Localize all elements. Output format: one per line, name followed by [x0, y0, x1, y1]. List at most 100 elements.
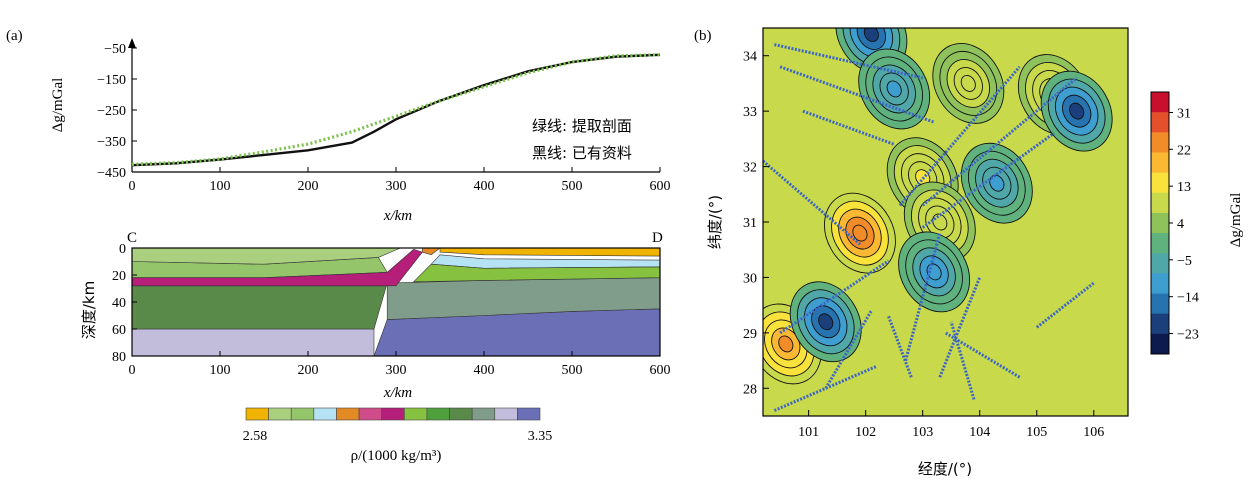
profile-y-tick-label: −250: [97, 104, 126, 119]
gravity-color-swatch: [1151, 273, 1169, 295]
anomaly-contour: [932, 213, 948, 231]
density-color-swatch: [404, 407, 428, 421]
map-x-tick-label: 103: [912, 425, 933, 440]
gravity-colorbar-tick-label: 13: [1177, 180, 1191, 195]
anomaly-contour: [960, 74, 976, 92]
map-y-tick-label: 34: [743, 50, 757, 65]
density-color-swatch: [426, 407, 450, 421]
fault-line: [944, 331, 1021, 379]
anomaly-contour: [778, 335, 794, 353]
section-y-tick-label: 60: [112, 323, 126, 338]
profile-x-tick-label: 600: [650, 179, 671, 194]
density-color-swatch: [517, 407, 541, 421]
profile-x-label: x/km: [383, 208, 412, 224]
density-layer: [430, 254, 661, 269]
section-y-tick-label: 40: [112, 296, 126, 311]
gravity-color-swatch: [1151, 212, 1169, 234]
profile-y-arrow: [128, 38, 136, 48]
anomaly-contour: [852, 224, 868, 242]
density-colorbar-label: ρ/(1000 kg/m³): [351, 448, 442, 464]
section-x-tick-label: 0: [129, 363, 136, 378]
density-color-swatch: [268, 407, 292, 421]
density-min-label: 2.58: [243, 429, 268, 444]
profile-x-tick-label: 200: [298, 179, 319, 194]
gravity-color-swatch: [1151, 233, 1169, 254]
profile-x-tick-label: 500: [562, 179, 583, 194]
legend-entry-black: 黑线: 已有资料: [532, 144, 632, 162]
density-color-swatch: [449, 407, 473, 421]
map-y-tick-label: 29: [743, 327, 757, 342]
gravity-colorbar-label: Δg/mGal: [1228, 193, 1244, 248]
density-layers: [131, 247, 661, 357]
map-x-tick-label: 105: [1026, 425, 1047, 440]
section-x-tick-label: 200: [298, 363, 319, 378]
gravity-colorbar-tick-label: 4: [1177, 217, 1184, 232]
density-color-swatch: [494, 407, 518, 421]
map-y-label: 纬度/(°): [706, 195, 724, 249]
density-color-swatch: [336, 407, 360, 421]
anomaly-contour: [818, 313, 834, 331]
profile-x-tick-label: 300: [386, 179, 407, 194]
fault-line: [779, 65, 935, 124]
gravity-colorbar-tick-label: −5: [1177, 254, 1192, 269]
section-y-label: 深度/km: [80, 281, 98, 339]
profile-y-tick-label: −150: [97, 73, 126, 88]
map-axes: 101 102 103 104 105 106 28 29 30 31 32 33 34: [743, 50, 1104, 440]
density-max-label: 3.35: [528, 429, 553, 444]
gravity-colorbar-tick-label: 22: [1177, 143, 1191, 158]
section-x-label: x/km: [383, 385, 412, 401]
density-color-swatch: [313, 407, 337, 421]
profile-y-label: Δg/mGal: [50, 78, 66, 133]
profile-y-tick-label: −350: [97, 135, 126, 150]
fault-line: [773, 364, 878, 412]
profile-x-tick-label: 100: [210, 179, 231, 194]
map-y-tick-label: 30: [743, 271, 757, 286]
map-x-tick-label: 102: [855, 425, 876, 440]
fault-line: [921, 76, 1078, 207]
section-x-tick-label: 500: [562, 363, 583, 378]
density-layer: [131, 248, 423, 287]
density-layer: [131, 328, 375, 357]
map-y-tick-label: 31: [743, 216, 757, 231]
gravity-color-swatch: [1151, 132, 1169, 153]
gravity-colorbar-tick-label: 31: [1177, 106, 1191, 121]
anomaly-contour: [1069, 102, 1085, 120]
profile-start-label: C: [127, 230, 137, 246]
section-x-tick-label: 300: [386, 363, 407, 378]
anomaly-contour: [863, 28, 879, 42]
gravity-colorbar-tick-label: −23: [1177, 328, 1199, 343]
section-y-tick-label: 20: [112, 269, 126, 284]
panel-a-label: (a): [6, 28, 23, 44]
density-colorbar: [245, 407, 541, 421]
fault-line: [904, 232, 942, 361]
density-layer: [439, 247, 661, 257]
map-y-tick-label: 33: [743, 105, 757, 120]
section-x-tick-label: 400: [474, 363, 495, 378]
map-x-tick-label: 101: [798, 425, 819, 440]
profile-y-tick-label: −50: [104, 42, 126, 57]
fault-line: [763, 159, 861, 246]
map-y-tick-label: 28: [743, 382, 757, 397]
map-x-tick-label: 104: [969, 425, 990, 440]
gravity-color-swatch: [1151, 293, 1169, 315]
density-color-swatch: [245, 407, 269, 421]
gravity-color-swatch: [1151, 313, 1169, 335]
section-x-tick-label: 100: [210, 363, 231, 378]
gravity-color-swatch: [1151, 172, 1169, 194]
fault-line: [898, 65, 1021, 207]
gravity-color-swatch: [1151, 253, 1169, 274]
density-color-swatch: [381, 407, 405, 421]
gravity-color-swatch: [1151, 152, 1169, 174]
density-color-swatch: [471, 407, 496, 421]
density-layer: [422, 247, 441, 256]
map-x-label: 经度/(°): [918, 460, 972, 478]
fault-line: [774, 43, 924, 80]
map-y-tick-label: 32: [743, 161, 757, 176]
fault-line: [949, 321, 976, 400]
profile-x-tick-label: 400: [474, 179, 495, 194]
density-color-swatch: [290, 407, 315, 421]
fault-line: [802, 109, 895, 146]
panel-b-label: (b): [694, 28, 712, 44]
fault-line: [779, 259, 890, 335]
